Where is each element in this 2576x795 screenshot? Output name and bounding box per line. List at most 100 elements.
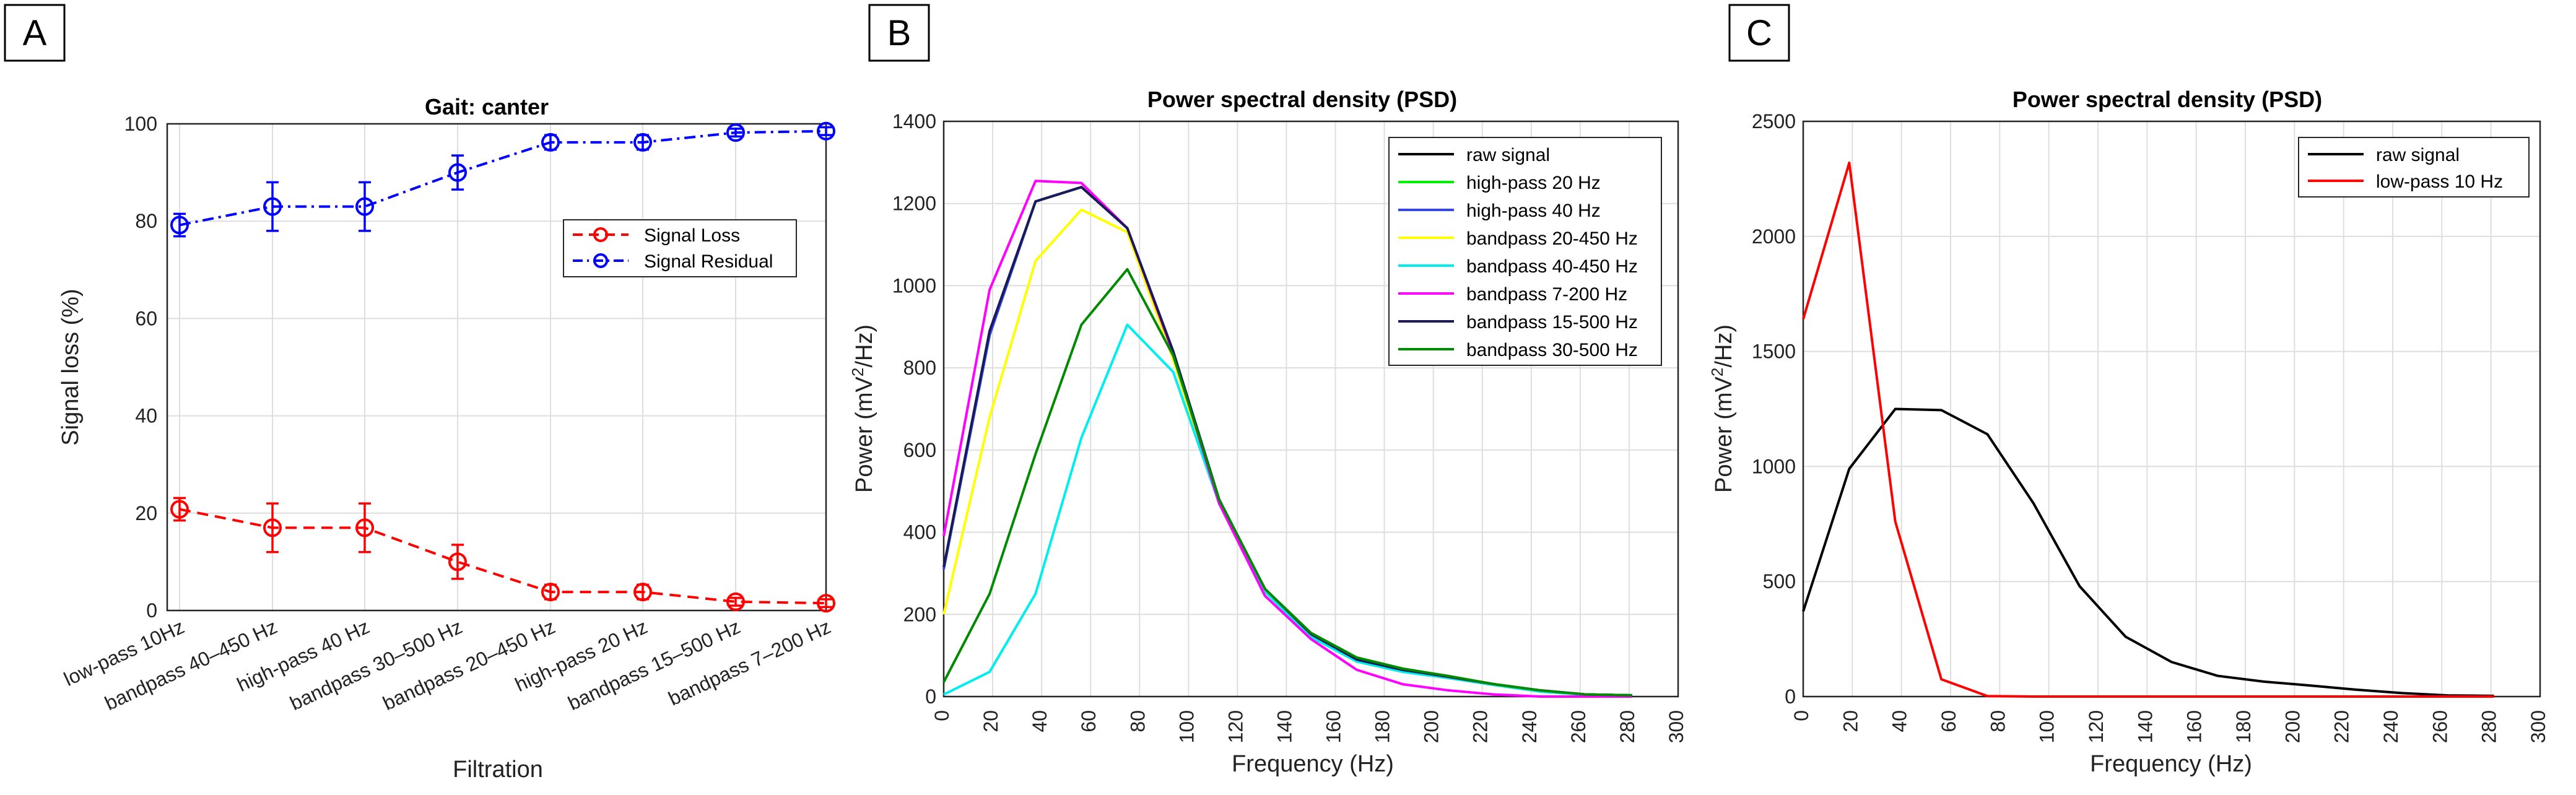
panel-c-xtick-label: 260	[2429, 710, 2451, 743]
panel-c-xtick-label: 40	[1889, 710, 1911, 732]
panel-c-ylabel: Power (mV2/Hz)	[1708, 324, 1737, 493]
panel-a-ytick-label: 100	[124, 113, 157, 135]
panel-a-legend: Signal Loss Signal Residual	[563, 219, 797, 277]
panel-a-ytick-label: 40	[135, 405, 157, 427]
panel-b-xtick-label: 200	[1421, 710, 1443, 743]
series-signal-residual-point	[355, 197, 374, 216]
panel-b-x-ticks: 0 20 40 60 80 100 120 140 160 180 200 220 240 260 280 3…	[931, 710, 1687, 743]
series-signal-loss-point	[817, 594, 835, 613]
legend-raw-signal: raw signal	[1466, 145, 1550, 165]
panel-a-grid	[167, 123, 827, 611]
panel-c-title: Power spectral density (PSD)	[2012, 87, 2322, 112]
panel-b-xtick-label: 20	[980, 710, 1002, 732]
panel-a-xtick-label: bandpass 20–450 Hz	[380, 615, 559, 715]
series-signal-residual-point	[170, 215, 189, 235]
panel-c-xtick-label: 120	[2085, 710, 2107, 743]
panel-c-xtick-label: 200	[2281, 710, 2304, 743]
panel-a-letter: A	[23, 13, 47, 53]
series-signal-loss-point	[263, 518, 282, 537]
panel-c-xtick-label: 140	[2134, 710, 2156, 743]
series-signal-residual-point	[633, 132, 652, 152]
panel-c-xtick-label: 160	[2183, 710, 2206, 743]
panel-c-plot-area	[1802, 161, 2494, 698]
panel-c-ytick-label: 2500	[1752, 110, 1796, 132]
legend-bandpass-7-200-hz: bandpass 7-200 Hz	[1466, 284, 1627, 305]
panel-c-label-box	[1728, 4, 1790, 62]
panel-c-xtick-label: 240	[2380, 710, 2402, 743]
panel-b-xtick-label: 80	[1126, 710, 1149, 732]
panel-c-ytick-label: 0	[1785, 685, 1796, 708]
series-signal-loss-point	[170, 500, 189, 519]
panel-a-xtick-label: bandpass 40–450 Hz	[102, 615, 281, 715]
legend-bandpass-20-450-hz: bandpass 20-450 Hz	[1466, 228, 1638, 249]
panel-b-xtick-label: 40	[1029, 710, 1051, 732]
panel-b-xlabel: Frequency (Hz)	[1232, 751, 1394, 777]
panel-c-ytick-label: 1500	[1752, 341, 1796, 363]
series-signal-loss-point	[633, 583, 652, 602]
panel-b-xtick-label: 220	[1469, 710, 1492, 743]
panel-c-xtick-label: 220	[2331, 710, 2353, 743]
panel-c: C Power spectral density (PSD) 050010001…	[1708, 4, 2549, 777]
panel-c-xtick-label: 100	[2036, 710, 2058, 743]
legend-high-pass-20-hz: high-pass 20 Hz	[1466, 173, 1601, 193]
panel-a-ylabel: Signal loss (%)	[58, 289, 84, 445]
legend-high-pass-40-hz: high-pass 40 Hz	[1466, 201, 1601, 221]
series-bandpass-40-450-hz-line	[943, 323, 1632, 697]
panel-b-ytick-label: 1400	[892, 110, 936, 132]
panel-a-plot-area	[170, 121, 835, 613]
panel-b-xtick-label: 240	[1518, 710, 1541, 743]
legend-signal-residual: Signal Residual	[644, 251, 773, 272]
panel-b-xtick-label: 260	[1567, 710, 1590, 743]
panel-c-xtick-label: 280	[2478, 710, 2500, 743]
panel-a-y-ticks: 0 20 40 60 80 100	[124, 113, 157, 622]
panel-a-ytick-label: 60	[135, 307, 157, 329]
series-signal-residual-point	[263, 197, 282, 216]
series-signal-loss-point	[541, 583, 560, 602]
series-signal-loss-point	[726, 592, 745, 611]
panel-b-xtick-label: 0	[931, 710, 953, 721]
panel-a: A Gait: canter 0 20 40 60 80 100 low-pass 10H…	[4, 4, 835, 783]
panel-c-y-ticks: 0 500 1000 1500 2000 2500	[1752, 110, 1796, 708]
panel-c-xtick-label: 60	[1938, 710, 1960, 732]
panel-b-xtick-label: 140	[1273, 710, 1295, 743]
panel-c-ytick-label: 500	[1763, 570, 1796, 593]
panel-a-xtick-label: bandpass 7–200 Hz	[665, 615, 834, 710]
panel-a-ytick-label: 80	[135, 210, 157, 232]
panel-a-xlabel: Filtration	[453, 757, 543, 783]
panel-c-xtick-label: 300	[2527, 710, 2549, 743]
series-signal-residual-point	[726, 123, 745, 142]
panel-b-xtick-label: 160	[1323, 710, 1345, 743]
panel-b-ylabel: Power (mV2/Hz)	[848, 324, 877, 493]
legend-signal-loss-marker	[593, 227, 608, 242]
panel-b-plot-area	[942, 180, 1632, 698]
series-signal-loss-point	[355, 518, 374, 537]
series-signal-loss-line	[179, 508, 827, 605]
panel-c-xtick-label: 0	[1790, 710, 1812, 721]
panel-c-xtick-label: 180	[2232, 710, 2255, 743]
legend-bandpass-40-450-hz: bandpass 40-450 Hz	[1466, 256, 1638, 277]
panel-b-ytick-label: 1200	[892, 193, 936, 215]
panel-b-ytick-label: 600	[903, 439, 936, 461]
panel-b-letter: B	[887, 13, 912, 53]
series-bandpass-30-500-hz-line	[942, 267, 1632, 697]
panel-b-xtick-label: 300	[1665, 710, 1687, 743]
panel-b-y-ticks: 0 200 400 600 800 1000 1200 1400	[892, 110, 936, 708]
legend-bandpass-15-500-hz: bandpass 15-500 Hz	[1466, 312, 1638, 332]
panel-a-xtick-label: bandpass 30–500 Hz	[287, 615, 466, 715]
panel-b-axes-box	[942, 120, 1679, 698]
panel-c-legend: raw signal low-pass 10 Hz	[2298, 137, 2530, 198]
panel-b-legend: raw signal high-pass 20 Hz high-pass 40 Hz…	[1388, 137, 1662, 366]
legend-low-pass-10-hz: low-pass 10 Hz	[2376, 172, 2503, 192]
series-signal-loss-point	[448, 552, 467, 571]
panel-b-title: Power spectral density (PSD)	[1147, 87, 1457, 112]
panel-c-xlabel: Frequency (Hz)	[2090, 751, 2252, 777]
legend-signal-loss: Signal Loss	[644, 225, 740, 246]
panel-b-ytick-label: 400	[903, 521, 936, 544]
panel-c-xtick-label: 80	[1986, 710, 2009, 732]
panel-b: B Power spectral density (PSD) 0 200 400 60…	[848, 4, 1687, 777]
series-signal-residual-point	[448, 163, 467, 182]
series-low-pass-10-hz-line	[1802, 161, 2494, 698]
series-signal-residual-point	[817, 121, 835, 141]
legend-bandpass-30-500-hz: bandpass 30-500 Hz	[1466, 340, 1638, 360]
